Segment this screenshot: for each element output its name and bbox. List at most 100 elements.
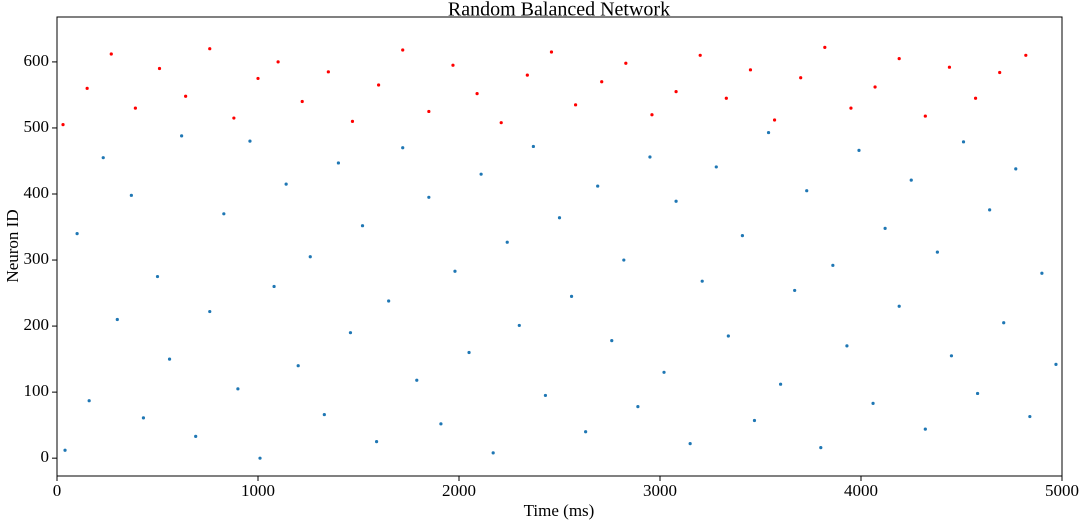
spike <box>819 446 823 450</box>
spike <box>823 45 827 49</box>
spike <box>935 250 939 254</box>
x-axis-label: Time (ms) <box>524 501 595 520</box>
spike <box>793 288 797 293</box>
spike <box>296 364 300 368</box>
spike <box>61 123 65 127</box>
spike <box>726 334 730 338</box>
spike <box>1002 321 1006 325</box>
spike <box>322 412 326 417</box>
spike <box>87 399 91 403</box>
spike <box>909 178 913 182</box>
spike <box>272 284 276 289</box>
spike <box>451 63 455 67</box>
spike <box>157 66 162 71</box>
spike <box>475 92 479 96</box>
spike <box>772 118 777 122</box>
spike <box>961 140 966 144</box>
spike <box>845 344 849 348</box>
spike <box>857 148 861 153</box>
spike <box>650 113 654 117</box>
chart-title: Random Balanced Network <box>448 0 670 21</box>
spike <box>883 226 887 230</box>
spike <box>584 430 588 434</box>
spike <box>674 90 678 94</box>
spike <box>766 130 771 135</box>
spike <box>236 387 240 391</box>
spike <box>805 189 809 193</box>
spike <box>923 114 927 118</box>
spike <box>569 294 574 298</box>
spike <box>662 370 666 374</box>
spike <box>308 255 312 259</box>
spike <box>427 195 431 199</box>
spike <box>975 391 980 396</box>
x-tick-label: 0 <box>53 481 62 500</box>
x-tick-label: 2000 <box>442 481 476 500</box>
spike <box>505 240 509 244</box>
spike <box>1040 271 1044 275</box>
spike <box>326 70 330 74</box>
spike <box>688 442 692 446</box>
spike <box>779 382 783 386</box>
y-axis-label: Neuron ID <box>3 209 22 282</box>
spike <box>109 52 113 56</box>
y-tick-label: 400 <box>24 183 50 202</box>
spike <box>208 47 212 51</box>
spike <box>491 451 495 455</box>
spike <box>350 119 355 123</box>
spike <box>714 165 718 169</box>
spike <box>600 80 604 84</box>
spike <box>75 232 79 236</box>
spike <box>949 354 954 358</box>
spike <box>248 139 252 143</box>
spike <box>348 331 353 335</box>
spike <box>596 184 600 188</box>
spike <box>284 182 288 186</box>
spike <box>499 121 503 125</box>
y-tick-label: 0 <box>41 447 50 466</box>
spike <box>517 323 521 328</box>
spike <box>871 401 875 405</box>
spike <box>799 76 803 80</box>
spike <box>897 304 901 308</box>
spike <box>923 427 927 431</box>
spike <box>63 448 67 452</box>
spike <box>947 65 952 69</box>
y-tick-label: 300 <box>24 249 50 268</box>
spike <box>453 269 457 273</box>
spike <box>698 53 702 57</box>
y-tick-label: 200 <box>24 315 50 334</box>
y-tick-label: 600 <box>24 51 50 70</box>
spike <box>479 172 483 176</box>
spike <box>374 440 379 444</box>
spike <box>222 212 226 216</box>
spike <box>573 103 578 107</box>
spike <box>648 155 652 159</box>
spike <box>1024 53 1028 57</box>
spike <box>897 57 901 61</box>
spike <box>258 456 262 460</box>
spike <box>115 317 119 322</box>
spike <box>636 405 640 409</box>
spike <box>467 350 471 355</box>
x-tick-label: 5000 <box>1045 481 1079 500</box>
spike <box>167 357 172 361</box>
x-tick-label: 3000 <box>643 481 677 500</box>
spike <box>180 134 184 138</box>
spike <box>700 279 704 283</box>
spike <box>377 83 381 87</box>
spike <box>610 339 614 343</box>
spike <box>1014 167 1018 171</box>
spike <box>873 85 877 89</box>
spike <box>740 234 745 238</box>
x-tick-label: 4000 <box>844 481 878 500</box>
spike <box>988 208 992 212</box>
spike <box>360 224 365 228</box>
spike <box>256 76 260 81</box>
spike <box>439 422 443 426</box>
spike <box>155 274 160 279</box>
spike <box>208 309 212 314</box>
spike <box>998 70 1002 75</box>
